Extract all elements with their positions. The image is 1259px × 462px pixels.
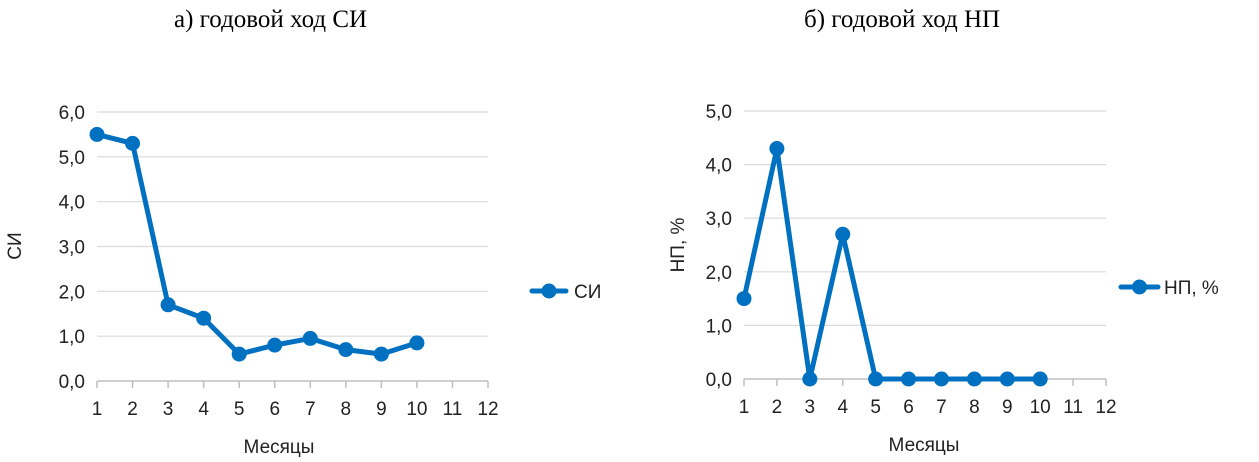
x-tick-label: 2 [127, 399, 138, 420]
legend-label: СИ [574, 282, 601, 303]
y-tick-label: 3,0 [706, 209, 732, 230]
x-axis-title: Месяцы [889, 435, 960, 456]
y-tick-label: 2,0 [59, 282, 85, 303]
data-point [409, 335, 425, 351]
x-tick-label: 10 [406, 399, 427, 420]
x-tick-label: 7 [305, 399, 316, 420]
x-tick-label: 3 [163, 399, 174, 420]
legend-marker [541, 283, 557, 299]
data-point [196, 310, 212, 326]
data-point [302, 330, 318, 346]
data-point [1032, 371, 1048, 387]
x-tick-label: 4 [837, 397, 848, 418]
y-tick-label: 4,0 [706, 156, 732, 177]
x-tick-label: 9 [376, 399, 387, 420]
y-tick-label: 5,0 [59, 148, 85, 169]
data-point [373, 346, 389, 362]
data-point [267, 337, 283, 353]
x-tick-label: 3 [805, 397, 816, 418]
data-point [933, 371, 949, 387]
x-tick-label: 2 [772, 397, 783, 418]
data-point [89, 126, 105, 142]
data-point [966, 371, 982, 387]
data-point [736, 291, 752, 307]
x-tick-label: 6 [903, 397, 914, 418]
data-point [901, 371, 917, 387]
data-point [769, 141, 785, 157]
y-tick-label: 4,0 [59, 193, 85, 214]
x-tick-label: 8 [969, 397, 980, 418]
y-tick-label: 2,0 [706, 263, 732, 284]
y-axis-title: НП, % [668, 217, 689, 272]
data-point [868, 371, 884, 387]
x-tick-label: 1 [739, 397, 750, 418]
chart-a: 0,01,02,03,04,05,06,01 2 3 4 5 6 7 8 9 10 11 12Меся… [5, 103, 601, 458]
y-tick-label: 0,0 [706, 370, 732, 391]
x-tick-label: 5 [234, 399, 245, 420]
data-point [338, 342, 354, 358]
x-tick-label: 5 [870, 397, 881, 418]
chart-b: 0,01,02,03,04,05,01 2 3 4 5 6 7 8 9 10 11 12МесяцыН… [668, 102, 1219, 456]
x-tick-label: 8 [341, 399, 352, 420]
data-point [231, 346, 247, 362]
y-axis-title: СИ [5, 232, 26, 259]
data-point [999, 371, 1015, 387]
data-point [802, 371, 818, 387]
legend-marker [1132, 279, 1147, 295]
series-line [741, 146, 1043, 382]
chart-b-title: б) годовой ход НП [804, 6, 1001, 33]
x-tick-label: 4 [198, 399, 209, 420]
data-point [160, 297, 176, 313]
data-point [125, 135, 141, 151]
y-tick-label: 5,0 [706, 102, 732, 123]
y-tick-label: 3,0 [59, 238, 85, 259]
y-tick-label: 6,0 [59, 103, 85, 124]
x-axis-title: Месяцы [244, 437, 315, 458]
x-tick-label: 12 [477, 399, 498, 420]
x-tick-label: 11 [1063, 397, 1083, 418]
series-line [94, 131, 420, 357]
x-tick-label: 7 [936, 397, 947, 418]
y-tick-label: 0,0 [59, 372, 85, 393]
legend-label: НП, % [1164, 278, 1219, 299]
y-tick-label: 1,0 [59, 327, 85, 348]
y-tick-label: 1,0 [706, 316, 732, 337]
x-tick-label: 6 [269, 399, 280, 420]
x-tick-label: 12 [1095, 397, 1116, 418]
x-tick-label: 9 [1002, 397, 1013, 418]
data-point [835, 226, 851, 242]
x-tick-label: 10 [1030, 397, 1051, 418]
x-tick-label: 1 [92, 399, 103, 420]
chart-a-title: а) годовой ход СИ [174, 6, 368, 33]
x-tick-label: 11 [443, 399, 463, 420]
